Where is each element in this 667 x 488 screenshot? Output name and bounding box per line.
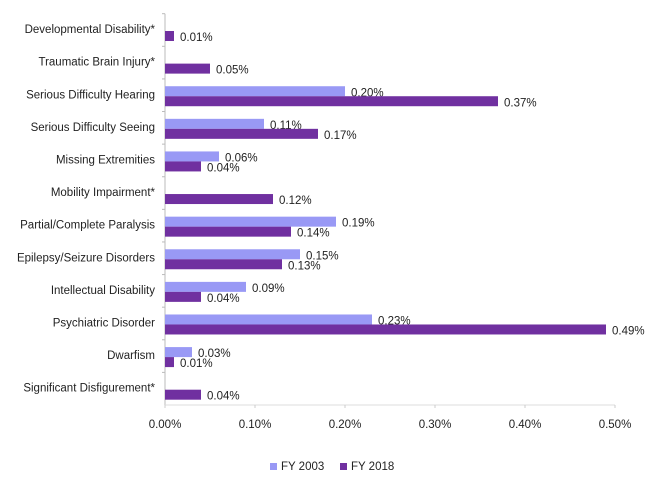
- x-tick-label: 0.30%: [419, 419, 452, 431]
- x-tick-label: 0.00%: [149, 419, 182, 431]
- data-label: 0.11%: [270, 120, 302, 132]
- legend-swatch: [270, 463, 277, 470]
- bar: [165, 216, 336, 227]
- bar: [165, 128, 318, 139]
- y-tick-label: Dwarfism: [107, 350, 155, 362]
- bar: [165, 357, 174, 368]
- data-label: 0.03%: [198, 348, 231, 360]
- data-label: 0.13%: [288, 260, 321, 272]
- y-tick-label: Partial/Complete Paralysis: [20, 220, 155, 232]
- y-tick-label: Developmental Disability*: [25, 24, 156, 36]
- x-tick-label: 0.20%: [329, 419, 362, 431]
- y-tick-label: Epilepsy/Seizure Disorders: [17, 252, 155, 264]
- bar: [165, 249, 300, 260]
- bar: [165, 96, 498, 107]
- x-tick-label: 0.10%: [239, 419, 272, 431]
- bar: [165, 118, 264, 129]
- data-label: 0.14%: [297, 228, 330, 240]
- legend-label: FY 2018: [351, 461, 394, 473]
- bar: [165, 281, 246, 292]
- x-tick-label: 0.50%: [599, 419, 632, 431]
- bar: [165, 389, 201, 400]
- bar: [165, 194, 273, 205]
- bar: [165, 226, 291, 237]
- data-label: 0.05%: [216, 65, 249, 77]
- y-tick-label: Serious Difficulty Seeing: [31, 122, 155, 134]
- data-label: 0.37%: [504, 97, 537, 109]
- bar: [165, 161, 201, 172]
- bar: [165, 347, 192, 358]
- y-tick-label: Significant Disfigurement*: [23, 383, 155, 395]
- data-label: 0.19%: [342, 218, 375, 230]
- data-label: 0.04%: [207, 391, 240, 403]
- bar: [165, 86, 345, 97]
- legend-swatch: [340, 463, 347, 470]
- data-label: 0.01%: [180, 358, 213, 370]
- data-label: 0.04%: [207, 293, 240, 305]
- bar: [165, 314, 372, 325]
- y-tick-label: Serious Difficulty Hearing: [26, 89, 155, 101]
- bar: [165, 324, 606, 335]
- bar: [165, 151, 219, 162]
- data-label: 0.01%: [180, 32, 213, 44]
- y-tick-label: Missing Extremities: [56, 154, 155, 166]
- data-label: 0.06%: [225, 152, 258, 164]
- bar: [165, 291, 201, 302]
- x-tick-label: 0.40%: [509, 419, 542, 431]
- data-label: 0.12%: [279, 195, 312, 207]
- y-tick-label: Traumatic Brain Injury*: [38, 57, 155, 69]
- data-label: 0.17%: [324, 130, 357, 142]
- legend-label: FY 2003: [281, 461, 324, 473]
- y-tick-label: Mobility Impairment*: [51, 187, 156, 199]
- y-tick-label: Psychiatric Disorder: [53, 318, 155, 330]
- data-label: 0.09%: [252, 283, 285, 295]
- bar: [165, 259, 282, 270]
- data-label: 0.04%: [207, 162, 240, 174]
- data-label: 0.15%: [306, 250, 339, 262]
- data-label: 0.49%: [612, 326, 645, 338]
- bar: [165, 63, 210, 74]
- bar: [165, 31, 174, 42]
- y-tick-label: Intellectual Disability: [51, 285, 155, 297]
